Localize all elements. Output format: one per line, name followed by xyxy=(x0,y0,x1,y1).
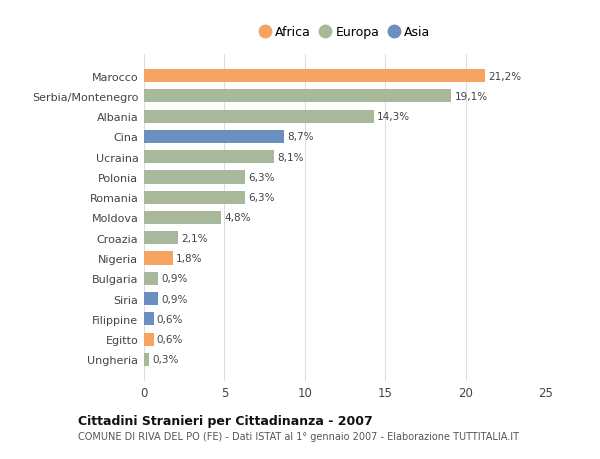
Text: 4,8%: 4,8% xyxy=(224,213,251,223)
Bar xyxy=(144,292,158,306)
Bar xyxy=(144,130,284,144)
Text: 14,3%: 14,3% xyxy=(377,112,410,122)
Text: 8,7%: 8,7% xyxy=(287,132,314,142)
Text: 6,3%: 6,3% xyxy=(248,193,275,203)
Bar xyxy=(144,151,274,164)
Bar xyxy=(144,313,154,326)
Text: 8,1%: 8,1% xyxy=(277,152,304,162)
Text: 0,9%: 0,9% xyxy=(161,294,188,304)
Bar xyxy=(144,212,221,224)
Text: Cittadini Stranieri per Cittadinanza - 2007: Cittadini Stranieri per Cittadinanza - 2… xyxy=(78,414,373,428)
Text: 1,8%: 1,8% xyxy=(176,253,203,263)
Bar xyxy=(144,333,154,346)
Bar xyxy=(144,191,245,204)
Text: 19,1%: 19,1% xyxy=(454,92,487,102)
Text: 6,3%: 6,3% xyxy=(248,173,275,183)
Bar xyxy=(144,70,485,83)
Legend: Africa, Europa, Asia: Africa, Europa, Asia xyxy=(256,22,434,43)
Text: 0,9%: 0,9% xyxy=(161,274,188,284)
Bar xyxy=(144,272,158,285)
Text: 2,1%: 2,1% xyxy=(181,233,208,243)
Bar xyxy=(144,171,245,184)
Bar xyxy=(144,90,451,103)
Text: 0,6%: 0,6% xyxy=(157,314,183,324)
Bar xyxy=(144,110,374,123)
Text: 21,2%: 21,2% xyxy=(488,72,521,81)
Bar xyxy=(144,353,149,366)
Text: COMUNE DI RIVA DEL PO (FE) - Dati ISTAT al 1° gennaio 2007 - Elaborazione TUTTIT: COMUNE DI RIVA DEL PO (FE) - Dati ISTAT … xyxy=(78,431,519,441)
Bar xyxy=(144,232,178,245)
Text: 0,3%: 0,3% xyxy=(152,355,178,364)
Bar xyxy=(144,252,173,265)
Text: 0,6%: 0,6% xyxy=(157,334,183,344)
